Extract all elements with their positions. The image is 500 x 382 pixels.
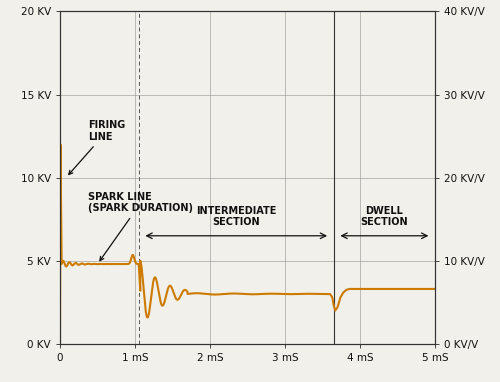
Text: INTERMEDIATE
SECTION: INTERMEDIATE SECTION bbox=[196, 206, 276, 227]
Text: SPARK LINE
(SPARK DURATION): SPARK LINE (SPARK DURATION) bbox=[88, 192, 194, 261]
Text: DWELL
SECTION: DWELL SECTION bbox=[360, 206, 408, 227]
Text: FIRING
LINE: FIRING LINE bbox=[69, 120, 126, 175]
